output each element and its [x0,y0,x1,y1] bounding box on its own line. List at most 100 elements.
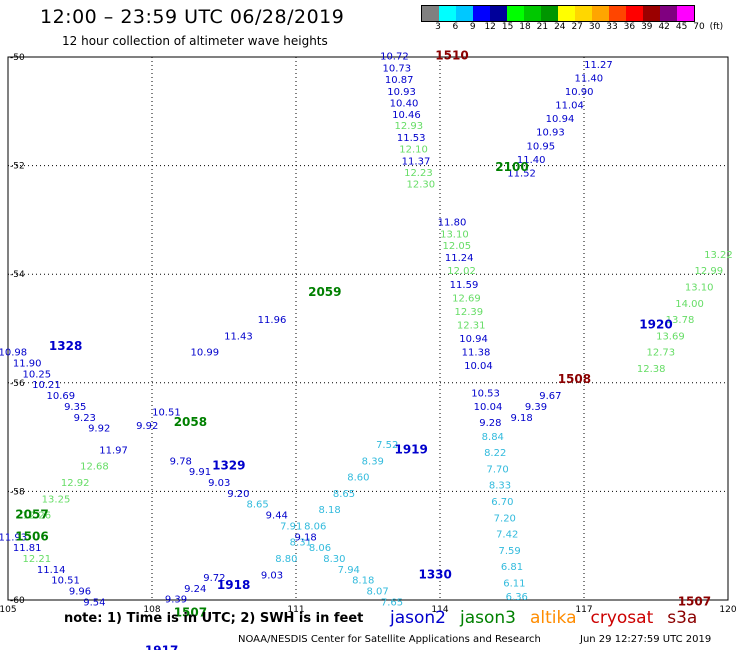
wave-height-value: 11.43 [224,331,253,342]
y-tick-label: -52 [10,162,25,172]
legend-labels: 3 6 9 12 15 18 21 24 27 30 33 36 39 42 45 70 (ft) [421,22,740,34]
wave-height-value: 11.14 [37,565,66,576]
wave-height-value: 13.22 [704,250,733,261]
legend-swatch [541,6,558,21]
y-tick-label: -60 [10,596,25,606]
track-time-label: 1920 [639,318,672,332]
track-time-label: 1507 [174,605,207,619]
wave-height-value: 10.46 [392,110,421,121]
legend-label: 27 [571,22,583,32]
wave-height-value: 12.10 [399,145,428,156]
footer-note: note: 1) Time is in UTC; 2) SWH is in fe… [64,611,364,626]
legend-label: 15 [501,22,514,32]
y-tick-label: -56 [10,379,25,389]
y-tick-label: -50 [10,53,25,63]
wave-height-value: 12.05 [442,241,471,252]
legend-swatch [609,6,626,21]
wave-height-value: 11.59 [450,280,479,291]
map-grid [8,57,728,600]
wave-height-value: 12.23 [404,168,433,179]
wave-height-value: 10.94 [546,114,575,125]
track-time-label: 1508 [558,372,591,386]
satellite-track: 11.96 11.43 10.99 2059 [190,285,341,359]
wave-height-value: 11.53 [397,133,426,144]
wave-height-value: 9.28 [479,418,501,429]
satellite-track: 1917 [145,643,178,650]
legend-swatch [592,6,609,21]
wave-height-value: 12.30 [406,179,435,190]
legend-label: 36 [623,22,636,32]
legend-swatch [558,6,575,21]
wave-height-value: 12.92 [61,478,90,489]
wave-height-value: 13.69 [656,331,685,342]
wave-height-value: 8.33 [489,481,511,492]
legend-label: 12 [484,22,496,32]
x-axis-ticks: 105 108 111 114 117 120 [0,605,737,615]
legend-label: 21 [536,22,549,32]
wave-height-value: 11.97 [99,445,128,456]
legend-swatch [660,6,677,21]
wave-height-value: 8.06 [309,543,331,554]
track-time-label: 1330 [418,567,451,581]
wave-height-value: 13.10 [440,229,469,240]
x-tick-label: 120 [719,605,736,615]
wave-height-value: 8.65 [246,500,268,511]
wave-height-value: 10.93 [536,128,565,139]
track-time-label: 2059 [308,285,341,299]
track-time-label: 2100 [495,160,528,174]
track-time-label: 1507 [678,594,711,608]
wave-height-value: 7.42 [496,530,518,541]
wave-height-value: 10.53 [471,388,500,399]
wave-height-value: 7.91 [280,521,302,532]
wave-height-value: 9.44 [266,511,288,522]
wave-height-value: 9.92 [88,424,110,435]
wave-height-value: 10.72 [380,52,409,63]
y-tick-label: -58 [10,487,25,497]
wave-height-value: 11.24 [445,253,474,264]
wave-height-value: 10.25 [22,369,51,380]
track-time-label: 1919 [394,442,427,456]
legend-label: 42 [658,22,670,32]
wave-height-value: 7.52 [376,440,398,451]
wave-height-value: 11.40 [517,155,546,166]
legend-label: 70 [693,22,705,32]
wave-height-value: 10.51 [152,407,181,418]
map-title: 12:00 – 23:59 UTC 06/28/2019 [40,6,345,28]
satellite-track: 1508 [558,372,591,386]
track-time-label: 1917 [145,643,178,650]
wave-height-value: 9.72 [203,573,225,584]
wave-height-value: 13.25 [42,494,71,505]
wave-height-value: 6.70 [491,497,513,508]
satellite-track: 13.22 12.99 13.10 14.00 13.78 13.69 12.73 12.38… [510,250,732,424]
satellite-track: 9.729.249.39 1918 [165,573,250,606]
wave-height-value: 8.18 [318,505,340,516]
wave-height-value: 7.65 [381,597,403,608]
satellite-tracks: 10.7210.7310.8710.9310.4010.4612.9311.53… [0,49,733,650]
wave-height-value: 10.73 [382,64,411,75]
wave-height-value: 12.02 [447,266,476,277]
wave-height-value: 9.91 [189,467,211,478]
wave-height-value: 10.69 [46,391,75,402]
wave-height-value: 10.40 [390,98,419,109]
y-axis-ticks: -50 -52 -54 -56 -58 -60 [10,53,25,606]
map-subtitle: 12 hour collection of altimeter wave hei… [62,34,328,48]
track-time-label: 2057 [15,508,48,522]
wave-height-value: 7.59 [498,546,520,557]
wave-height-value: 8.06 [304,521,326,532]
wave-height-value: 10.04 [474,402,503,413]
track-time-label: 1329 [212,459,245,473]
wave-height-value: 6.81 [501,562,523,573]
wave-height-value: 9.39 [525,402,547,413]
wave-height-color-legend [421,5,695,22]
timestamp-text: Jun 29 12:27:59 UTC 2019 [580,634,712,645]
wave-height-value: 9.23 [74,413,96,424]
wave-height-value: 9.92 [136,421,158,432]
credit-text: NOAA/NESDIS Center for Satellite Applica… [238,634,541,645]
legend-label: (ft) [709,22,724,32]
wave-height-value: 11.80 [438,217,467,228]
wave-height-value: 10.04 [464,361,493,372]
x-tick-label: 111 [287,605,304,615]
wave-height-value: 9.03 [208,478,230,489]
